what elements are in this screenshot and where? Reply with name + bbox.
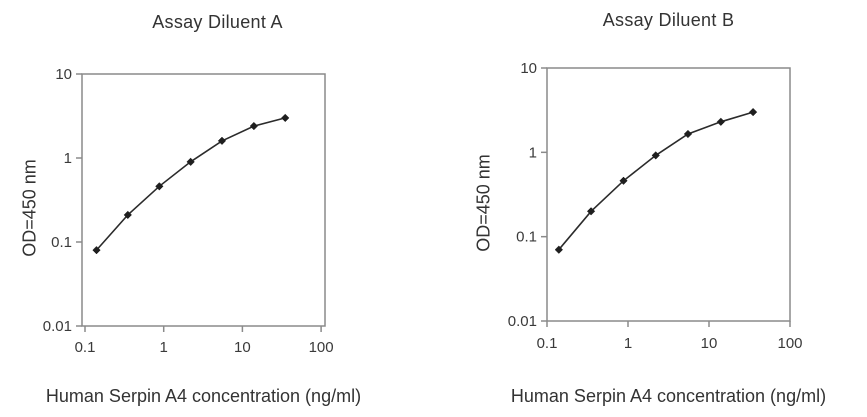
x-tick-label: 0.1	[537, 335, 558, 352]
data-point-marker	[186, 157, 195, 166]
data-point-marker	[554, 245, 563, 254]
x-axis-label: Human Serpin A4 concentration (ng/ml)	[510, 386, 827, 406]
standard-curve-line	[558, 111, 754, 251]
data-point-marker	[249, 121, 259, 131]
data-point-marker	[619, 176, 628, 185]
y-tick-label: 10	[55, 66, 72, 83]
plot-frame	[546, 67, 791, 322]
x-tick-label: 1	[160, 339, 168, 356]
y-tick-label: 10	[520, 60, 537, 77]
x-tick-label: 1	[624, 335, 632, 352]
y-tick-label: 1	[529, 144, 537, 161]
y-tick-label: 1	[64, 150, 72, 167]
data-point-marker	[281, 113, 290, 123]
chart-title: Assay Diluent A	[152, 12, 283, 32]
chart-assay-diluent-b: Assay Diluent B OD=450 nm 0.1 1 10 100 0.01 0…	[433, 0, 867, 417]
standard-curve-line	[95, 117, 286, 251]
y-tick-label: 0.01	[508, 313, 537, 330]
data-point-marker	[651, 151, 660, 160]
x-tick-label: 10	[234, 339, 251, 356]
x-tick-label: 100	[777, 335, 802, 352]
x-tick-label: 0.1	[75, 339, 96, 356]
data-point-marker	[683, 129, 693, 139]
chart-title: Assay Diluent B	[602, 10, 735, 30]
data-point-marker	[217, 136, 227, 146]
plot-frame	[81, 73, 326, 327]
data-point-marker	[716, 117, 725, 126]
data-point-marker	[748, 107, 758, 117]
data-point-marker	[155, 182, 164, 191]
data-point-marker	[123, 210, 132, 220]
y-tick-label: 0.1	[516, 229, 537, 246]
chart-assay-diluent-a: Assay Diluent A OD=450 nm 0.1 1 10 100 0.01 0…	[0, 0, 433, 417]
x-tick-label: 100	[309, 339, 334, 356]
y-tick-label: 0.1	[51, 234, 72, 251]
x-axis-label: Human Serpin A4 concentration (ng/ml)	[45, 386, 362, 406]
x-tick-label: 10	[701, 335, 718, 352]
data-point-marker	[586, 207, 596, 216]
data-point-marker	[92, 245, 101, 255]
y-tick-label: 0.01	[43, 318, 72, 335]
